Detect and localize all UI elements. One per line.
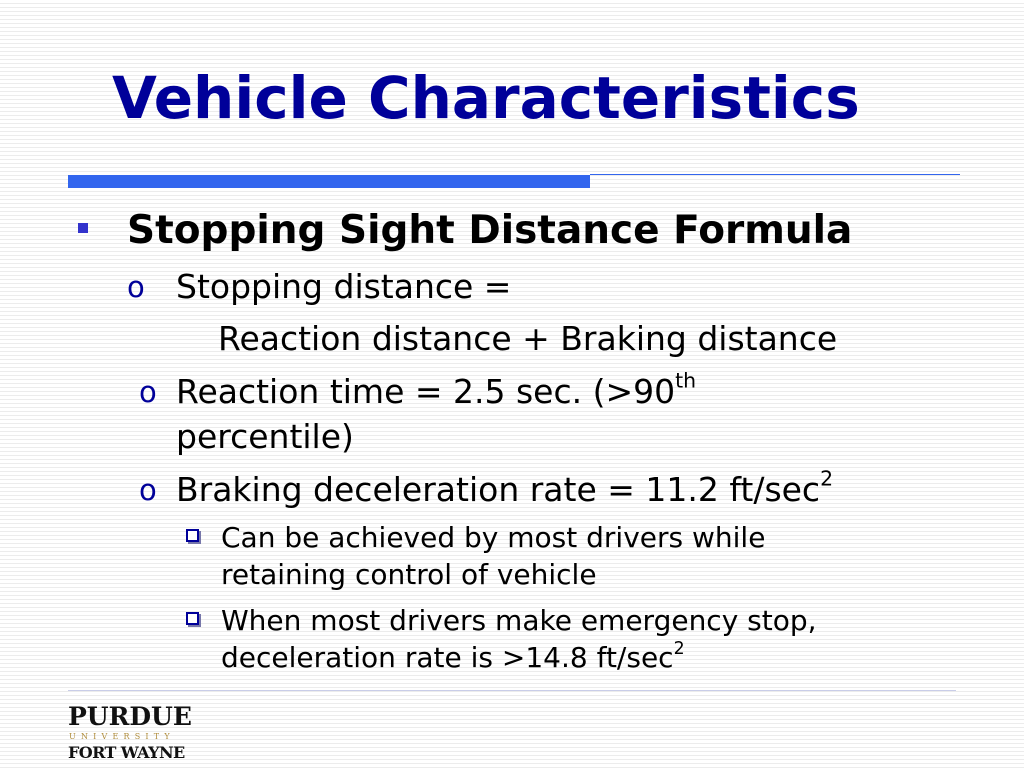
checkbox-bullet-icon [186, 612, 199, 625]
sub-bullet-marker: o [127, 270, 145, 304]
stopping-distance-line: Stopping distance = [176, 267, 512, 306]
title-rule [590, 174, 960, 175]
logo-purdue-text: PURDUE [68, 702, 192, 731]
braking-deceleration-text: Braking deceleration rate = 11.2 ft/sec [176, 470, 821, 509]
braking-deceleration-line: Braking deceleration rate = 11.2 ft/sec2 [176, 468, 833, 512]
stopping-distance-continuation: Reaction distance + Braking distance [218, 319, 838, 358]
sub-bullet-marker: o [139, 473, 157, 507]
footer-rule [68, 690, 956, 691]
reaction-time-text: Reaction time = 2.5 sec. (>90 [176, 372, 676, 411]
purdue-fort-wayne-logo: PURDUE UNIVERSITY FORT WAYNE [68, 703, 192, 765]
checkbox-bullet-icon [186, 529, 199, 542]
achieved-line-1: Can be achieved by most drivers while [221, 521, 766, 554]
bullet-heading: Stopping Sight Distance Formula [127, 208, 853, 253]
logo-university-text: UNIVERSITY [69, 732, 175, 741]
emergency-line-1: When most drivers make emergency stop, [221, 604, 817, 637]
title-accent-bar [68, 175, 590, 188]
reaction-time-superscript: th [675, 368, 697, 393]
emergency-superscript: 2 [673, 638, 685, 659]
emergency-text: deceleration rate is >14.8 ft/sec [221, 641, 674, 674]
logo-fortwayne-text: FORT WAYNE [68, 743, 185, 762]
sub-bullet-marker: o [139, 375, 157, 409]
achieved-line-2: retaining control of vehicle [221, 558, 597, 591]
square-bullet-icon [78, 223, 88, 233]
braking-deceleration-superscript: 2 [820, 466, 834, 491]
reaction-time-continuation: percentile) [176, 417, 354, 456]
reaction-time-line: Reaction time = 2.5 sec. (>90th [176, 370, 696, 414]
slide-title: Vehicle Characteristics [112, 64, 860, 132]
emergency-line-2: deceleration rate is >14.8 ft/sec2 [221, 639, 685, 676]
